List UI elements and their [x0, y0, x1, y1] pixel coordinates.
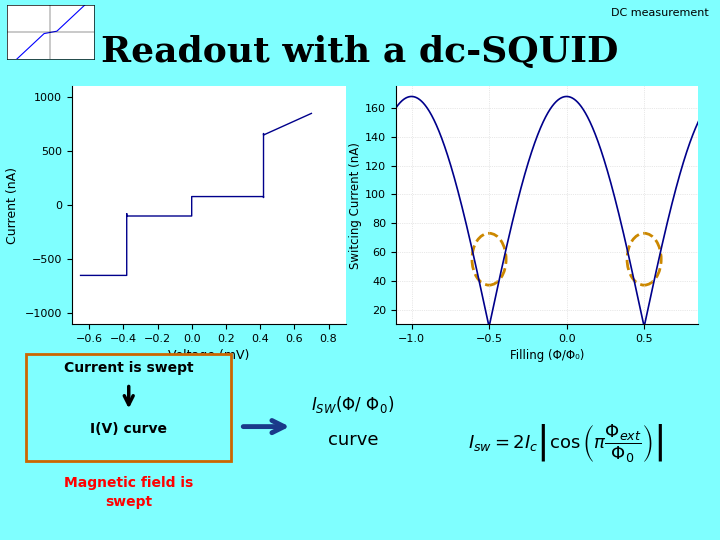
- Y-axis label: Switcing Current (nA): Switcing Current (nA): [349, 142, 362, 268]
- X-axis label: Voltage (mV): Voltage (mV): [168, 349, 250, 362]
- Text: Current is swept: Current is swept: [64, 361, 194, 375]
- Text: Readout with a dc-SQUID: Readout with a dc-SQUID: [102, 35, 618, 69]
- Y-axis label: Current (nA): Current (nA): [6, 167, 19, 244]
- Text: Magnetic field is
swept: Magnetic field is swept: [64, 476, 194, 509]
- Text: I(V) curve: I(V) curve: [90, 422, 167, 436]
- X-axis label: Filling (Φ/Φ₀): Filling (Φ/Φ₀): [510, 349, 585, 362]
- FancyBboxPatch shape: [26, 354, 231, 461]
- Text: $I_{sw} = 2I_c\left|\cos\left(\pi\dfrac{\Phi_{ext}}{\Phi_0}\right)\right|$: $I_{sw} = 2I_c\left|\cos\left(\pi\dfrac{…: [468, 422, 662, 464]
- Text: $I_{SW}(\Phi/\ \Phi_0)$: $I_{SW}(\Phi/\ \Phi_0)$: [311, 394, 395, 415]
- Text: curve: curve: [328, 431, 378, 449]
- Text: DC measurement: DC measurement: [611, 8, 709, 18]
